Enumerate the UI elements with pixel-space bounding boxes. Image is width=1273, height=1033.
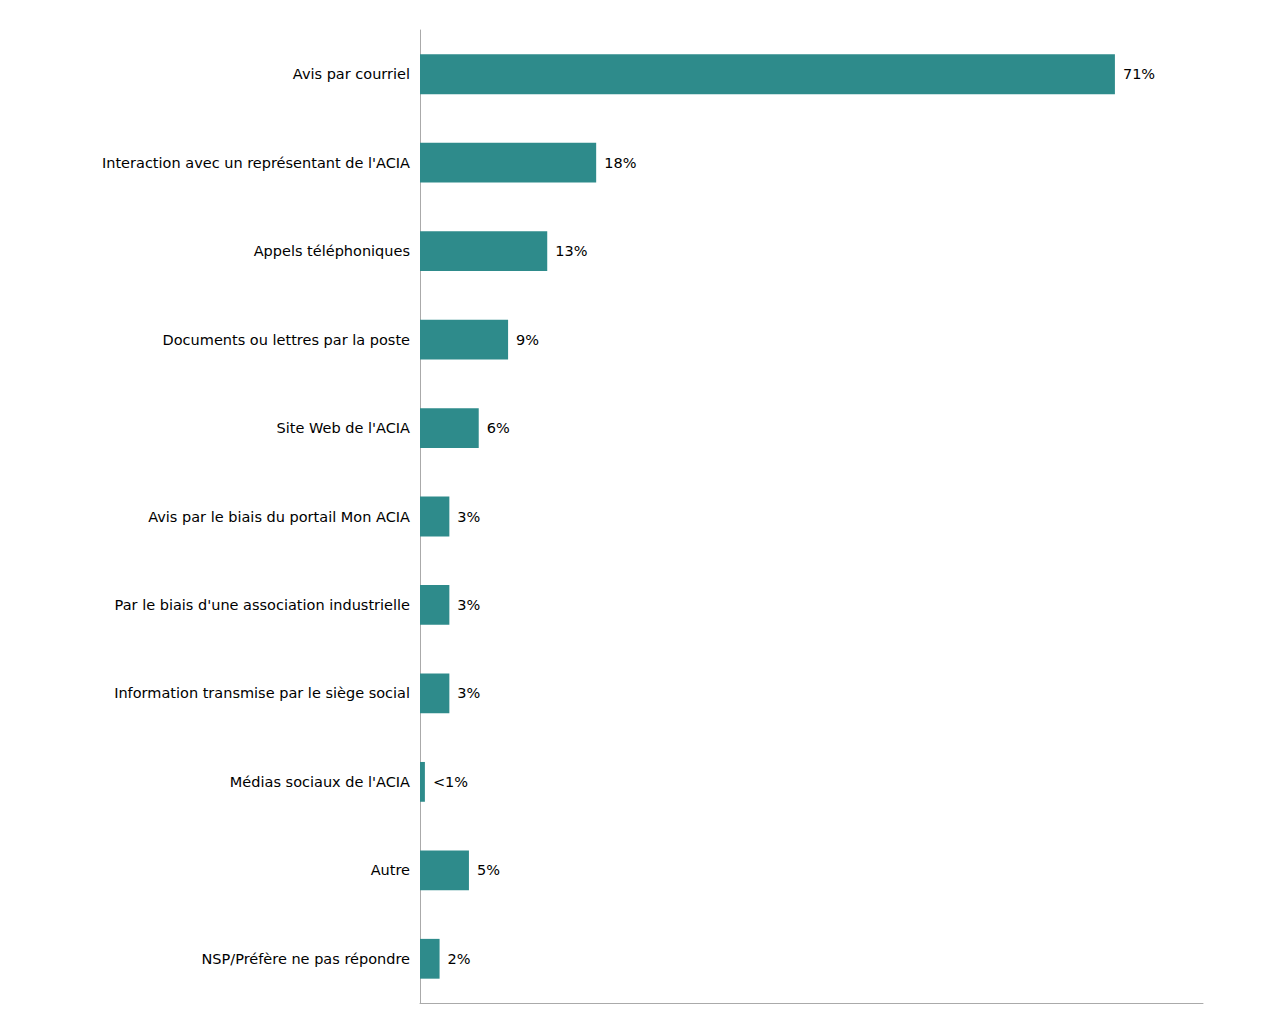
svg-text:Autre: Autre (371, 862, 410, 878)
svg-text:13%: 13% (555, 243, 587, 259)
svg-text:NSP/Préfère ne pas répondre: NSP/Préfère ne pas répondre (201, 951, 410, 967)
svg-text:Documents ou lettres par la po: Documents ou lettres par la poste (163, 332, 410, 348)
svg-text:2%: 2% (448, 951, 471, 967)
svg-text:Avis par courriel: Avis par courriel (293, 66, 410, 82)
svg-text:Information transmise par le s: Information transmise par le siège socia… (114, 685, 410, 701)
svg-text:Interaction avec un représenta: Interaction avec un représentant de l'AC… (102, 155, 410, 171)
svg-text:5%: 5% (477, 862, 500, 878)
svg-text:Avis par le biais du portail M: Avis par le biais du portail Mon ACIA (148, 509, 410, 525)
svg-text:Appels téléphoniques: Appels téléphoniques (254, 243, 410, 259)
svg-text:Site Web de l'ACIA: Site Web de l'ACIA (277, 420, 410, 436)
svg-text:Médias sociaux de l'ACIA: Médias sociaux de l'ACIA (230, 774, 410, 790)
svg-text:3%: 3% (457, 509, 480, 525)
svg-text:3%: 3% (457, 597, 480, 613)
svg-text:71%: 71% (1123, 66, 1155, 82)
svg-text:3%: 3% (457, 685, 480, 701)
svg-text:18%: 18% (604, 155, 636, 171)
svg-text:9%: 9% (516, 332, 539, 348)
svg-text:Par le biais d'une association: Par le biais d'une association industrie… (115, 597, 410, 613)
svg-text:<1%: <1% (433, 774, 468, 790)
svg-text:6%: 6% (487, 420, 510, 436)
